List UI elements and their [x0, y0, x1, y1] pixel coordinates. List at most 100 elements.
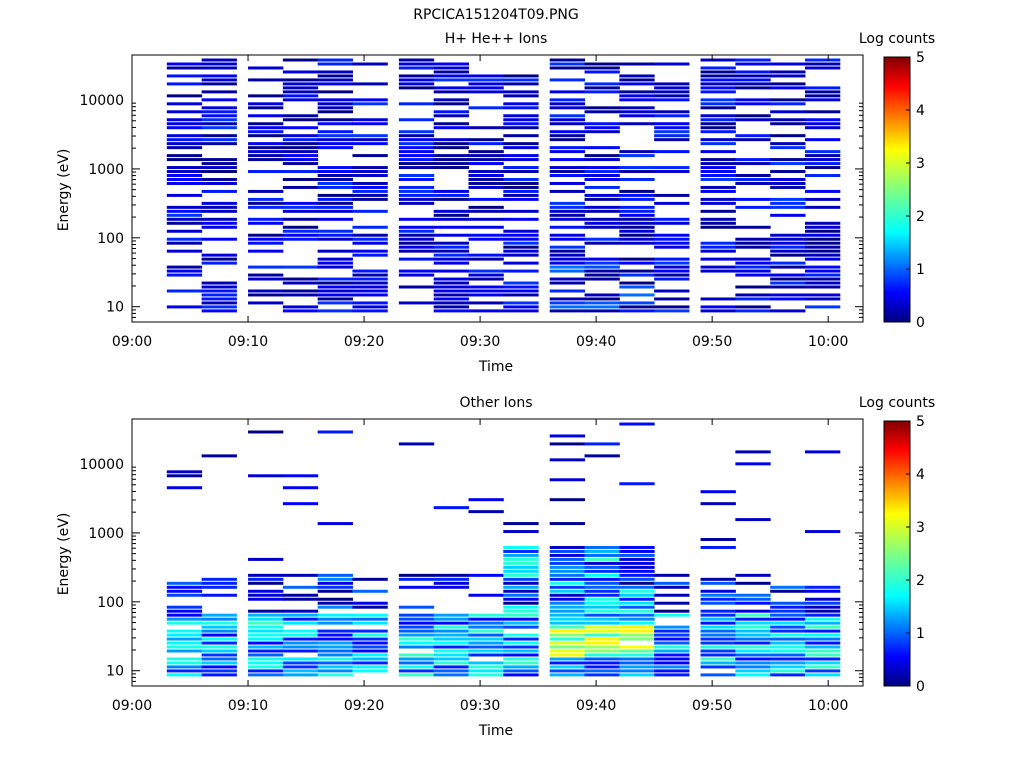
heatmap-cell: [700, 265, 736, 269]
heatmap-cell: [549, 641, 586, 645]
heatmap-cell: [398, 577, 435, 581]
heatmap-cell: [398, 66, 435, 70]
heatmap-cell: [398, 177, 435, 181]
heatmap-cell: [804, 174, 841, 177]
heatmap-cell: [770, 605, 806, 609]
heatmap-cell: [503, 657, 539, 661]
heatmap-cell: [166, 154, 203, 158]
y-tick-label: 10000: [79, 93, 124, 109]
heatmap-cell: [433, 673, 469, 677]
heatmap-cell: [549, 549, 586, 553]
heatmap-cell: [398, 653, 435, 657]
heatmap-cell: [468, 573, 504, 577]
heatmap-cell: [468, 86, 504, 90]
heatmap-cell: [201, 305, 237, 309]
heatmap-cell: [549, 625, 586, 629]
colorbar-tick-label: 4: [916, 103, 925, 119]
heatmap-cell: [549, 621, 586, 625]
heatmap-cell: [433, 506, 469, 510]
heatmap-cell: [201, 158, 237, 162]
heatmap-cell: [549, 289, 586, 293]
heatmap-cell: [201, 98, 237, 102]
heatmap-cell: [166, 82, 203, 86]
heatmap-cell: [282, 82, 319, 86]
heatmap-cell: [619, 285, 655, 289]
heatmap-cell: [619, 281, 655, 285]
heatmap-cell: [433, 102, 469, 106]
heatmap-cell: [654, 82, 690, 86]
heatmap-cell: [619, 305, 655, 309]
heatmap-cell: [549, 170, 586, 174]
x-tick-label: 09:00: [112, 698, 152, 714]
heatmap-cell: [433, 657, 469, 661]
heatmap-cell: [770, 98, 806, 102]
heatmap-cell: [468, 154, 504, 158]
heatmap-cell: [619, 114, 655, 118]
heatmap-cell: [503, 245, 539, 249]
heatmap-cell: [166, 166, 203, 170]
heatmap-cell: [804, 233, 841, 237]
heatmap-cell: [282, 305, 319, 309]
heatmap-cell: [584, 637, 620, 641]
heatmap-cell: [282, 170, 319, 174]
heatmap-cell: [352, 613, 388, 617]
heatmap-cell: [503, 118, 539, 122]
heatmap-cell: [654, 673, 690, 677]
heatmap-cell: [201, 621, 237, 625]
heatmap-cell: [804, 673, 841, 677]
heatmap-cell: [584, 217, 620, 221]
heatmap-cell: [770, 625, 806, 629]
heatmap-cell: [770, 142, 806, 146]
heatmap-cell: [549, 557, 586, 561]
colorbar-tick-label: 5: [916, 50, 925, 66]
heatmap-cell: [735, 181, 771, 185]
heatmap-cell: [352, 142, 388, 146]
heatmap-cell: [584, 297, 620, 301]
heatmap-cell: [433, 617, 469, 621]
heatmap-cell: [201, 454, 237, 458]
heatmap-cell: [433, 245, 469, 249]
heatmap-cell: [166, 62, 203, 66]
heatmap-cell: [770, 613, 806, 617]
heatmap-cell: [248, 122, 284, 126]
heatmap-cell: [770, 309, 806, 313]
heatmap-cell: [735, 245, 771, 249]
heatmap-cell: [433, 305, 469, 309]
heatmap-cell: [503, 78, 539, 82]
heatmap-cell: [317, 285, 353, 289]
heatmap-cell: [654, 653, 690, 657]
heatmap-cell: [804, 285, 841, 289]
heatmap-cell: [584, 653, 620, 657]
heatmap-cell: [201, 653, 237, 657]
heatmap-cell: [735, 462, 771, 466]
heatmap-cell: [201, 189, 237, 193]
y-tick-label: 100: [97, 595, 124, 611]
heatmap-cell: [804, 265, 841, 269]
heatmap-cell: [317, 629, 353, 633]
heatmap-cell: [468, 641, 504, 645]
heatmap-cell: [433, 281, 469, 285]
heatmap-cell: [770, 653, 806, 657]
heatmap-cell: [804, 237, 841, 241]
heatmap-cell: [770, 621, 806, 625]
heatmap-cell: [503, 565, 539, 569]
heatmap-cell: [352, 577, 388, 581]
heatmap-cell: [166, 629, 203, 633]
heatmap-cell: [201, 625, 237, 629]
heatmap-cell: [317, 649, 353, 653]
heatmap-cell: [282, 265, 319, 269]
heatmap-cell: [700, 201, 736, 205]
heatmap-cell: [700, 158, 736, 162]
heatmap-cell: [201, 78, 237, 82]
heatmap-cell: [584, 277, 620, 281]
heatmap-cell: [282, 665, 319, 669]
heatmap-cell: [166, 637, 203, 641]
heatmap-cell: [317, 209, 353, 213]
heatmap-cell: [248, 657, 284, 661]
heatmap-cell: [398, 285, 435, 289]
x-tick-label: 09:20: [344, 698, 384, 714]
heatmap-cell: [619, 557, 655, 561]
heatmap-cell: [433, 86, 469, 90]
heatmap-cell: [201, 106, 237, 110]
heatmap-cell: [398, 78, 435, 82]
